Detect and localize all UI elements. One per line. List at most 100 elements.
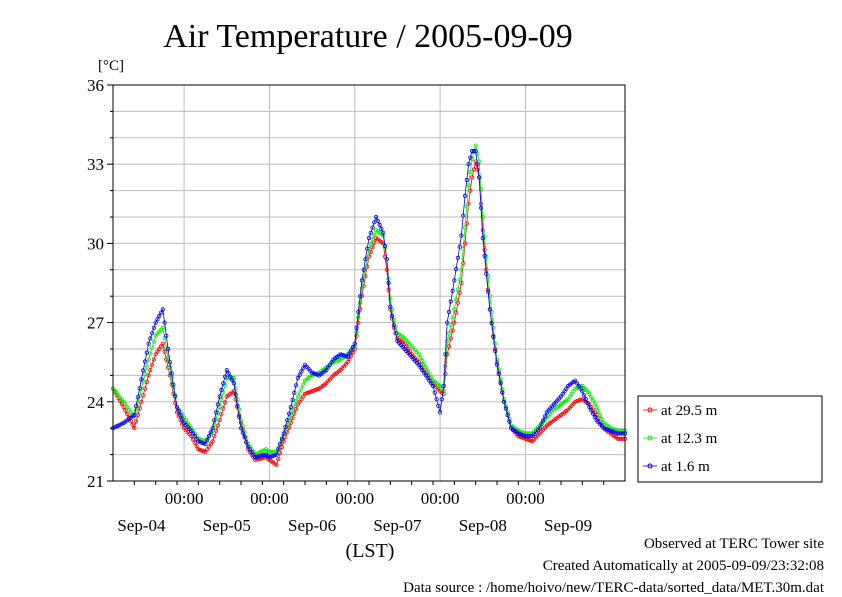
data-point — [507, 419, 512, 424]
data-point — [276, 457, 281, 462]
data-point — [361, 267, 366, 272]
data-point — [485, 289, 491, 294]
data-point — [210, 439, 215, 444]
data-point — [436, 403, 441, 408]
data-point — [457, 244, 462, 249]
data-point — [493, 341, 498, 346]
data-point — [581, 393, 587, 398]
series-layer — [110, 143, 628, 468]
legend-label: at 29.5 m — [661, 403, 718, 419]
data-point — [453, 297, 459, 302]
data-point — [231, 381, 236, 386]
data-point — [192, 440, 197, 445]
data-point — [574, 398, 580, 404]
data-point — [580, 389, 585, 394]
axis-labels: 21 24 27 30 33 36 00:00 00:00 00:00 00:00 00:00 Sep… — [87, 76, 605, 535]
data-point — [448, 336, 453, 341]
data-point — [221, 406, 226, 411]
data-point — [468, 155, 473, 160]
data-point — [219, 397, 224, 402]
data-point — [373, 214, 379, 220]
data-point — [606, 428, 612, 433]
data-point — [134, 408, 139, 413]
data-point — [359, 286, 364, 291]
data-point — [391, 317, 396, 323]
data-point — [455, 300, 460, 305]
x-day-label: Sep-08 — [459, 516, 507, 535]
y-axis-unit-label: [°C] — [98, 58, 124, 74]
data-point — [391, 323, 396, 328]
data-point — [388, 304, 393, 309]
x-day-label: Sep-06 — [288, 516, 336, 535]
x-day-label: Sep-07 — [373, 516, 422, 535]
x-day-label: Sep-09 — [544, 516, 592, 535]
data-point — [158, 310, 164, 315]
data-point — [219, 412, 224, 417]
data-point — [496, 371, 501, 377]
data-point — [434, 397, 439, 402]
data-point — [212, 422, 217, 427]
data-point — [459, 233, 464, 238]
data-point — [423, 365, 428, 370]
data-point — [596, 408, 601, 414]
data-point — [146, 341, 151, 346]
data-point — [368, 249, 373, 255]
data-point — [384, 267, 389, 272]
data-point — [443, 352, 448, 357]
data-point — [277, 451, 283, 456]
data-point — [585, 400, 590, 406]
data-point — [297, 390, 302, 395]
data-point — [137, 406, 142, 411]
data-point — [365, 246, 370, 251]
y-tick-label: 21 — [87, 472, 104, 491]
x-midnight-label: 00:00 — [165, 489, 204, 508]
data-point — [382, 243, 388, 249]
data-point — [171, 382, 176, 387]
x-midnight-label: 00:00 — [421, 489, 460, 508]
data-point — [612, 430, 617, 435]
data-point — [386, 280, 391, 286]
legend: at 29.5 m at 12.3 m at 1.6 m — [637, 395, 823, 483]
data-point — [212, 418, 217, 423]
data-point — [528, 433, 533, 439]
data-point — [162, 349, 167, 354]
data-point — [238, 418, 244, 423]
data-point — [462, 225, 468, 230]
data-point — [178, 412, 183, 418]
data-point — [345, 360, 350, 365]
data-point — [288, 404, 293, 410]
data-point — [301, 382, 306, 387]
data-point — [173, 400, 178, 406]
x-midnight-label: 00:00 — [250, 489, 289, 508]
data-point — [437, 410, 443, 415]
data-point — [270, 453, 276, 458]
data-point — [281, 431, 286, 436]
data-point — [441, 391, 446, 396]
data-point — [123, 408, 128, 413]
data-point — [141, 368, 146, 373]
data-point — [134, 419, 139, 424]
data-point — [443, 364, 448, 369]
data-point — [167, 360, 172, 365]
data-point — [480, 236, 485, 241]
data-point — [235, 397, 240, 402]
data-point — [446, 344, 452, 349]
data-point — [210, 426, 215, 431]
data-point — [462, 193, 468, 198]
data-point — [160, 341, 165, 346]
data-point — [343, 354, 348, 359]
data-point — [432, 390, 437, 395]
data-point — [491, 334, 496, 340]
x-midnight-label: 00:00 — [506, 489, 545, 508]
data-point — [393, 331, 398, 336]
data-point — [357, 300, 363, 305]
data-point — [473, 143, 478, 148]
data-point — [587, 404, 592, 410]
x-day-label: Sep-05 — [203, 516, 251, 535]
data-point — [441, 383, 446, 389]
data-point — [137, 386, 142, 391]
y-tick-label: 27 — [87, 314, 105, 333]
data-point — [253, 457, 258, 462]
data-point — [496, 367, 501, 372]
data-point — [349, 348, 354, 353]
